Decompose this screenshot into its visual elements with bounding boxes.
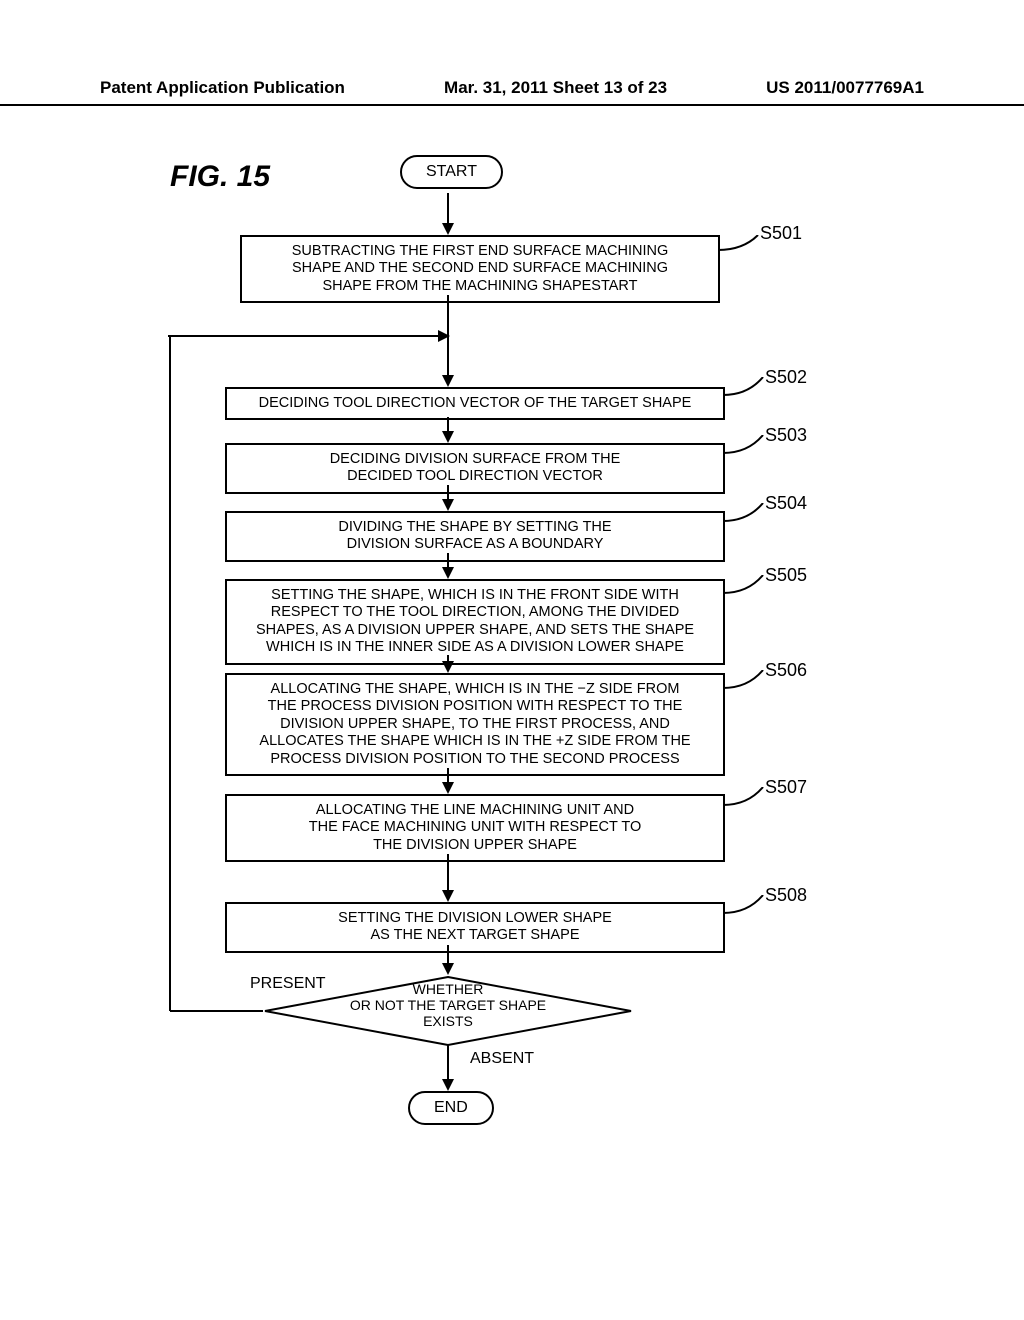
end-text: END (434, 1099, 468, 1116)
s505-text: SETTING THE SHAPE, WHICH IS IN THE FRONT… (256, 587, 694, 655)
arrow-s504-s505 (442, 553, 454, 579)
arrow-s507-s508 (442, 854, 454, 902)
end-terminator: END (408, 1091, 494, 1125)
start-terminator: START (400, 155, 503, 189)
process-s507: ALLOCATING THE LINE MACHINING UNIT AND T… (225, 794, 725, 862)
label-s507: S507 (765, 777, 807, 798)
s502-text: DECIDING TOOL DIRECTION VECTOR OF THE TA… (259, 395, 692, 411)
figure-label: FIG. 15 (170, 160, 270, 194)
s503-text: DECIDING DIVISION SURFACE FROM THE DECID… (330, 451, 621, 484)
process-s503: DECIDING DIVISION SURFACE FROM THE DECID… (225, 443, 725, 494)
page: Patent Application Publication Mar. 31, … (0, 0, 1024, 1320)
arrow-s506-s507 (442, 768, 454, 794)
process-s504: DIVIDING THE SHAPE BY SETTING THE DIVISI… (225, 511, 725, 562)
page-header: Patent Application Publication Mar. 31, … (0, 78, 1024, 106)
process-s508: SETTING THE DIVISION LOWER SHAPE AS THE … (225, 902, 725, 953)
label-s504: S504 (765, 493, 807, 514)
s506-text: ALLOCATING THE SHAPE, WHICH IS IN THE −Z… (259, 681, 690, 767)
label-s502: S502 (765, 367, 807, 388)
process-s501: SUBTRACTING THE FIRST END SURFACE MACHIN… (240, 235, 720, 303)
arrow-s502-s503 (442, 417, 454, 443)
s508-text: SETTING THE DIVISION LOWER SHAPE AS THE … (338, 910, 612, 943)
start-text: START (426, 163, 477, 180)
s504-text: DIVIDING THE SHAPE BY SETTING THE DIVISI… (338, 519, 611, 552)
label-s508: S508 (765, 885, 807, 906)
loopback-arrow (168, 329, 456, 343)
process-s506: ALLOCATING THE SHAPE, WHICH IS IN THE −Z… (225, 673, 725, 776)
label-s501: S501 (760, 223, 802, 244)
header-right: US 2011/0077769A1 (766, 78, 924, 98)
arrow-s503-s504 (442, 485, 454, 511)
header-left: Patent Application Publication (100, 78, 345, 98)
label-s506: S506 (765, 660, 807, 681)
decision-absent-label: ABSENT (470, 1050, 534, 1068)
loopback-line (160, 335, 270, 1015)
arrow-s505-s506 (442, 655, 454, 673)
s501-text: SUBTRACTING THE FIRST END SURFACE MACHIN… (292, 243, 669, 294)
s507-text: ALLOCATING THE LINE MACHINING UNIT AND T… (309, 802, 641, 853)
label-s503: S503 (765, 425, 807, 446)
header-center: Mar. 31, 2011 Sheet 13 of 23 (444, 78, 667, 98)
process-s505: SETTING THE SHAPE, WHICH IS IN THE FRONT… (225, 579, 725, 665)
label-s505: S505 (765, 565, 807, 586)
arrow-s508-decision (442, 945, 454, 975)
process-s502: DECIDING TOOL DIRECTION VECTOR OF THE TA… (225, 387, 725, 420)
arrow-decision-end (442, 1045, 454, 1091)
arrow-start-s501 (442, 193, 454, 235)
